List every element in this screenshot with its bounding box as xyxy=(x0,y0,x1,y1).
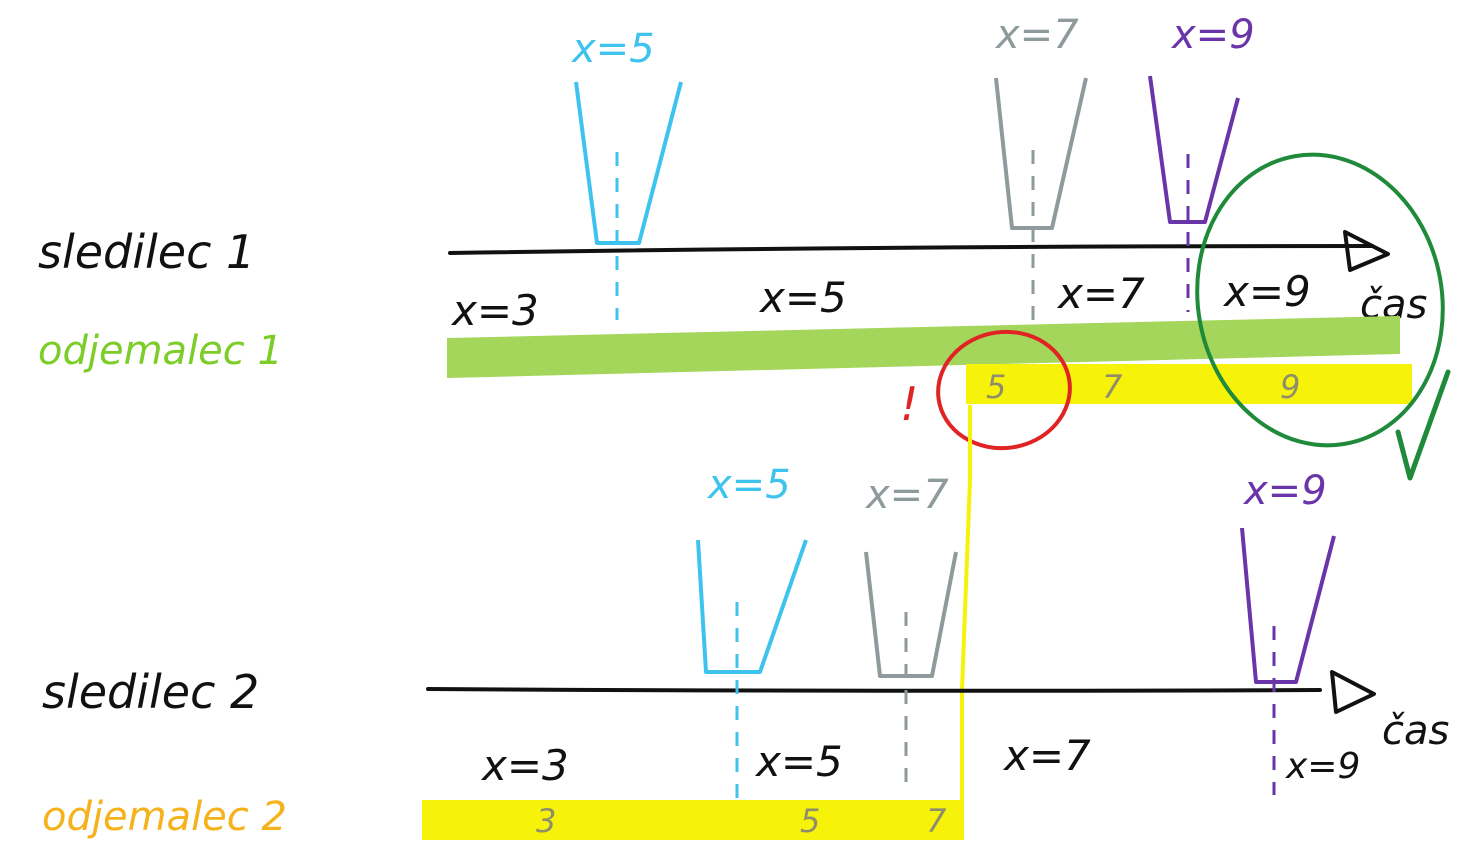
subscriber-1-bar xyxy=(447,316,1400,378)
segment-label: x=5 xyxy=(754,737,843,786)
alert-mark: ! xyxy=(900,377,918,431)
event-label: x=9 xyxy=(1170,12,1255,58)
event-label: x=5 xyxy=(570,26,655,72)
event-label: x=5 xyxy=(706,462,791,508)
event-cup-1-x5: x=5 xyxy=(570,26,683,320)
event-label: x=9 xyxy=(1242,468,1327,514)
late-bar-value: 9 xyxy=(1280,368,1300,406)
subscriber-2-connector xyxy=(960,405,972,814)
event-cup-1-x9: x=9 xyxy=(1148,12,1255,312)
error-circle xyxy=(936,329,1072,451)
segment-label: x=7 xyxy=(1056,269,1145,318)
late-bar-value: 7 xyxy=(1102,368,1123,406)
event-cup-2-x7: x=7 xyxy=(864,472,958,790)
event-label: x=7 xyxy=(864,472,949,518)
bar-value: 3 xyxy=(536,802,556,840)
checkmark-icon xyxy=(1395,369,1451,481)
segment-label: x=5 xyxy=(758,273,847,322)
segment-label: x=9 xyxy=(1222,267,1311,316)
bar-value: 5 xyxy=(800,802,820,840)
subscriber-2-label: odjemalec 2 xyxy=(42,794,287,840)
subscriber-2-late-bar xyxy=(966,364,1412,404)
event-label: x=7 xyxy=(994,12,1079,58)
observer-1-label: sledilec 1 xyxy=(38,225,255,279)
event-cup-2-x5: x=5 xyxy=(696,462,808,800)
ok-circle xyxy=(1195,152,1445,448)
timeline-2: sledilec 2 odjemalec 2 čas x=5 x=7 x=9 x… xyxy=(42,462,1449,840)
late-bar-value: 5 xyxy=(986,368,1006,406)
bar-value: 7 xyxy=(926,802,947,840)
segment-label: x=9 xyxy=(1285,746,1360,787)
subscriber-1-label: odjemalec 1 xyxy=(38,328,283,374)
event-cup-2-x9: x=9 xyxy=(1240,468,1336,795)
subscriber-2-bar xyxy=(422,800,964,840)
axis-2-line xyxy=(426,687,1322,693)
axis-2-arrowhead xyxy=(1330,670,1376,714)
event-cup-1-x7: x=7 xyxy=(994,12,1088,320)
segment-label: x=3 xyxy=(450,286,539,335)
axis-2-label: čas xyxy=(1382,708,1449,754)
observer-2-label: sledilec 2 xyxy=(42,665,259,719)
timeline-1: sledilec 1 odjemalec 1 čas x=5 x=7 x=9 x… xyxy=(38,12,1451,481)
axis-1-arrowhead xyxy=(1343,230,1390,272)
axis-1-line xyxy=(448,244,1374,255)
segment-label: x=3 xyxy=(480,741,569,790)
segment-label: x=7 xyxy=(1002,731,1091,780)
